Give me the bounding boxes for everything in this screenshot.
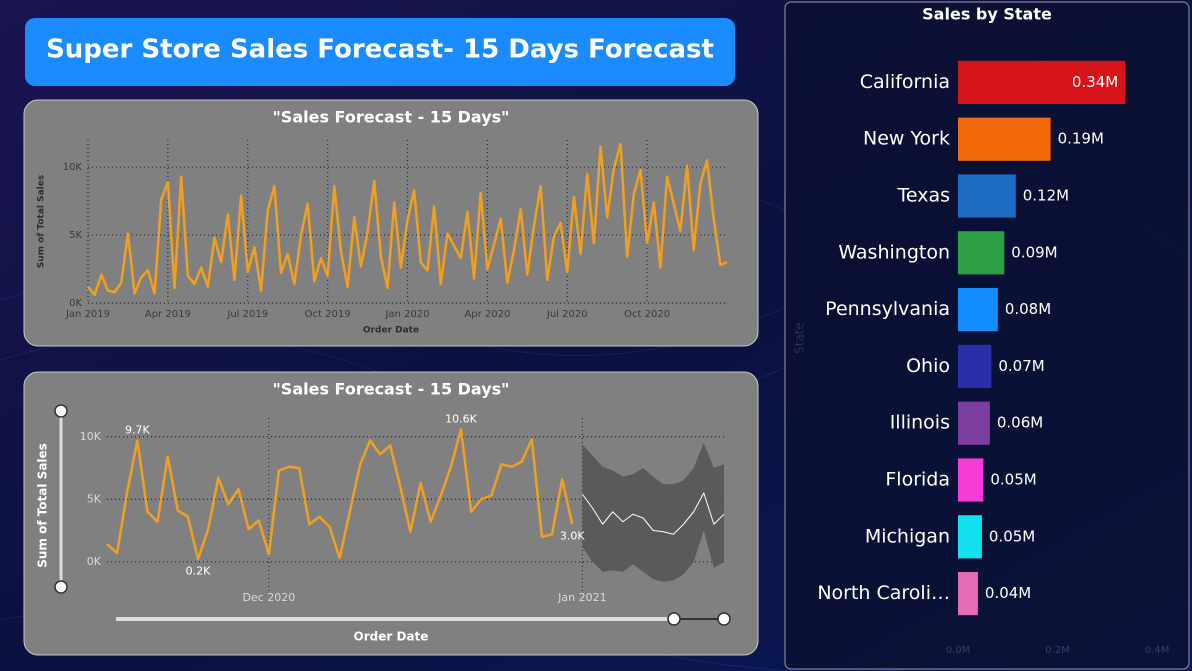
data-label: 9.7K [125, 424, 150, 437]
bar [958, 174, 1016, 218]
category-label: Illinois [890, 412, 950, 434]
category-label: Pennsylvania [825, 298, 950, 320]
x-tick-label: Jan 2019 [65, 309, 110, 320]
category-label: Florida [885, 469, 950, 491]
y-tick-label: 0K [87, 555, 102, 568]
data-label: 0.05M [989, 527, 1035, 545]
y-axis-title: State [793, 322, 807, 354]
dashboard-title: Super Store Sales Forecast- 15 Days Fore… [46, 35, 714, 65]
series-line [106, 428, 574, 561]
bar [958, 515, 982, 559]
data-label: 10.6K [445, 412, 477, 425]
x-tick-label: 0.4M [1145, 645, 1170, 656]
x-tick-label: Oct 2019 [305, 309, 351, 320]
bar [958, 117, 1051, 161]
y-tick-label: 5K [69, 230, 82, 241]
y-tick-label: 10K [63, 162, 83, 173]
title-banner [25, 18, 735, 86]
y-axis-title: Sum of Total Sales [36, 443, 50, 568]
data-label: 0.34M [1072, 73, 1118, 91]
category-label: North Caroli… [817, 582, 950, 604]
bar [958, 231, 1005, 275]
data-label: 0.06M [997, 414, 1043, 432]
x-tick-label: Jan 2021 [557, 591, 606, 604]
forecast-band [582, 443, 724, 582]
data-label: 0.19M [1058, 130, 1104, 148]
bar [958, 401, 990, 445]
y-tick-label: 5K [87, 492, 102, 505]
series-line [87, 142, 728, 297]
horizontal-slider[interactable] [116, 612, 731, 626]
bar [958, 60, 1126, 104]
x-tick-label: Jul 2019 [226, 309, 268, 320]
bar [958, 344, 992, 388]
slider-handle[interactable] [54, 580, 68, 594]
panel [23, 371, 759, 656]
x-tick-label: Apr 2019 [145, 309, 191, 320]
x-axis-title: Order Date [354, 630, 429, 644]
bar [958, 572, 978, 616]
series-line [581, 492, 725, 535]
slider-handle[interactable] [54, 404, 68, 418]
data-label: 3.0K [560, 529, 585, 542]
bar [958, 288, 998, 332]
bar [958, 458, 984, 502]
category-label: California [860, 71, 950, 93]
category-label: Washington [838, 241, 950, 263]
x-tick-label: Jul 2020 [546, 309, 588, 320]
x-tick-label: 0.0M [946, 645, 971, 656]
category-label: Michigan [865, 525, 950, 547]
data-label: 0.05M [990, 471, 1036, 489]
x-tick-label: Oct 2020 [624, 309, 670, 320]
x-tick-label: 0.2M [1045, 645, 1070, 656]
y-tick-label: 10K [80, 430, 102, 443]
category-label: New York [863, 128, 950, 150]
data-label: 0.12M [1023, 187, 1069, 205]
slider-handle[interactable] [667, 612, 681, 626]
x-axis-title: Order Date [363, 326, 419, 336]
y-tick-label: 0K [69, 298, 82, 309]
chart-title: Sales by State [922, 5, 1052, 24]
x-tick-label: Jan 2020 [384, 309, 429, 320]
x-tick-label: Apr 2020 [464, 309, 510, 320]
data-label: 0.07M [998, 357, 1044, 375]
y-axis-title: Sum of Total Sales [37, 175, 47, 268]
vertical-slider[interactable] [54, 404, 68, 594]
category-label: Ohio [906, 355, 950, 377]
panel [784, 1, 1190, 670]
chart-title: "Sales Forecast - 15 Days" [272, 380, 509, 399]
slider-handle[interactable] [717, 612, 731, 626]
data-label: 0.04M [985, 584, 1031, 602]
category-label: Texas [896, 185, 950, 207]
data-label: 0.08M [1005, 300, 1051, 318]
data-label: 0.09M [1011, 243, 1057, 261]
data-label: 0.2K [186, 564, 211, 577]
chart-title: "Sales Forecast - 15 Days" [272, 108, 509, 127]
x-tick-label: Dec 2020 [242, 591, 295, 604]
